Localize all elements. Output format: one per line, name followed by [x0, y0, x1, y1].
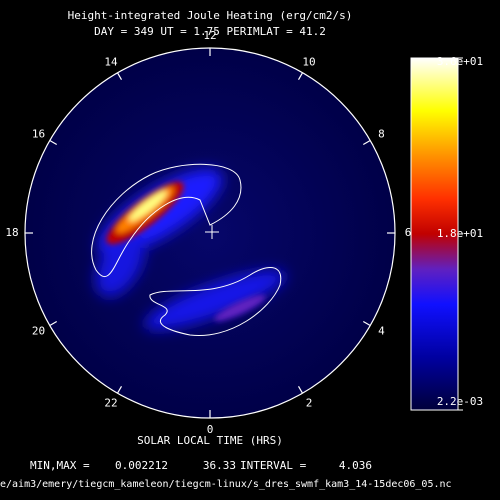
theta-tick: [116, 385, 123, 394]
theta-tick: [297, 385, 304, 394]
theta-tick: [297, 72, 304, 81]
x-axis-label: SOLAR LOCAL TIME (HRS): [137, 434, 283, 447]
file-path: e/aim3/emery/tiegcm_kameleon/tiegcm-linu…: [0, 479, 452, 490]
theta-tick-label: 22: [104, 397, 117, 410]
theta-tick-label: 0: [207, 423, 214, 436]
theta-tick: [116, 72, 123, 81]
heatmap-field: [25, 48, 395, 418]
colorbar-tick-label: 2.2e-03: [437, 395, 483, 408]
theta-tick-label: 6: [405, 226, 412, 239]
theta-tick-label: 12: [203, 29, 216, 42]
interval-value: 4.036: [339, 459, 372, 472]
theta-tick-label: 20: [32, 325, 45, 338]
colorbar-tick-label: 1.8e+01: [437, 227, 483, 240]
theta-tick-label: 16: [32, 128, 45, 141]
theta-tick-label: 18: [5, 226, 18, 239]
theta-tick: [49, 320, 58, 327]
theta-tick: [362, 139, 371, 146]
minmax-label: MIN,MAX =: [30, 459, 90, 472]
chart-title: Height-integrated Joule Heating (erg/cm2…: [68, 9, 353, 22]
colorbar-tick-label: 3.6e+01: [437, 55, 483, 68]
chart-subtitle: DAY = 349 UT = 1.75 PERIMLAT = 41.2: [94, 25, 326, 38]
max-value: 36.33: [203, 459, 236, 472]
theta-tick-label: 8: [378, 128, 385, 141]
theta-tick: [362, 320, 371, 327]
theta-tick: [49, 139, 58, 146]
theta-tick-label: 2: [306, 397, 313, 410]
theta-tick-label: 14: [104, 55, 118, 68]
theta-tick-label: 4: [378, 325, 385, 338]
min-value: 0.002212: [115, 459, 168, 472]
theta-tick-label: 10: [302, 55, 315, 68]
colorbar: [410, 57, 459, 411]
interval-label: INTERVAL =: [240, 459, 307, 472]
